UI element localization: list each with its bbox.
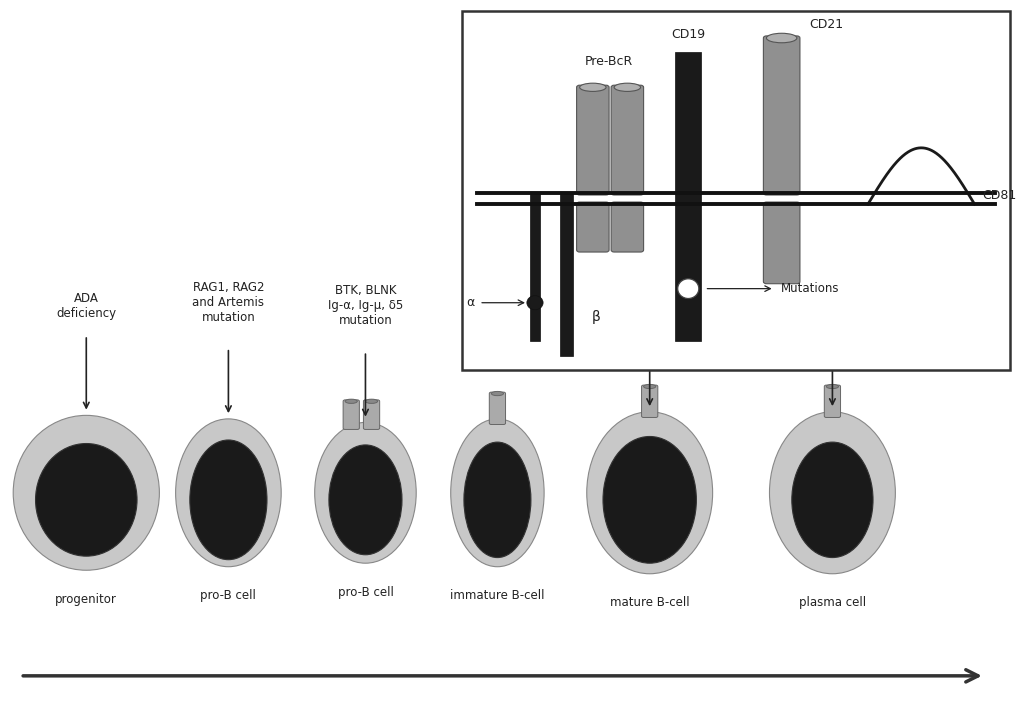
FancyBboxPatch shape — [577, 202, 609, 252]
Ellipse shape — [345, 399, 357, 403]
Text: ADA
deficiency: ADA deficiency — [56, 292, 117, 320]
Text: immature B-cell: immature B-cell — [451, 589, 545, 602]
FancyBboxPatch shape — [824, 385, 841, 417]
FancyBboxPatch shape — [642, 385, 657, 417]
Text: pro-B cell: pro-B cell — [201, 589, 256, 602]
Ellipse shape — [314, 422, 416, 563]
Ellipse shape — [792, 442, 873, 558]
FancyBboxPatch shape — [577, 85, 609, 195]
Bar — [560, 193, 573, 356]
Text: Mutations: Mutations — [780, 282, 839, 295]
Ellipse shape — [587, 412, 713, 574]
Ellipse shape — [329, 445, 402, 555]
Text: CD19: CD19 — [671, 28, 706, 41]
Ellipse shape — [13, 415, 160, 570]
Ellipse shape — [580, 83, 606, 92]
Text: CD19
mutation: CD19 mutation — [623, 289, 677, 317]
Bar — [529, 193, 540, 341]
FancyBboxPatch shape — [611, 202, 644, 252]
Ellipse shape — [644, 384, 655, 389]
Text: mature B-cell: mature B-cell — [610, 596, 689, 609]
Text: CD81: CD81 — [983, 189, 1017, 202]
FancyBboxPatch shape — [763, 202, 800, 284]
FancyBboxPatch shape — [343, 400, 359, 429]
Text: α: α — [466, 296, 474, 309]
Bar — [675, 52, 701, 341]
FancyBboxPatch shape — [763, 36, 800, 195]
Ellipse shape — [189, 440, 267, 560]
Ellipse shape — [678, 279, 698, 298]
Text: progenitor: progenitor — [55, 593, 117, 605]
Text: RAG1, RAG2
and Artemis
mutation: RAG1, RAG2 and Artemis mutation — [193, 281, 264, 324]
Ellipse shape — [366, 399, 378, 403]
FancyBboxPatch shape — [489, 392, 506, 425]
Ellipse shape — [451, 419, 544, 567]
Ellipse shape — [527, 296, 543, 310]
Ellipse shape — [603, 436, 696, 563]
Ellipse shape — [464, 442, 530, 558]
Text: Pre-BcR: Pre-BcR — [585, 55, 633, 68]
Text: BcR: BcR — [821, 304, 844, 317]
Bar — [462, 11, 1010, 370]
Text: pro-B cell: pro-B cell — [338, 586, 393, 598]
Ellipse shape — [36, 444, 137, 556]
Ellipse shape — [176, 419, 282, 567]
Text: plasma cell: plasma cell — [799, 596, 866, 609]
Ellipse shape — [492, 391, 504, 396]
FancyBboxPatch shape — [611, 85, 644, 195]
Ellipse shape — [769, 412, 895, 574]
Ellipse shape — [614, 83, 641, 92]
Ellipse shape — [826, 384, 839, 389]
Text: β: β — [591, 310, 600, 324]
FancyBboxPatch shape — [364, 400, 380, 429]
Text: CD21: CD21 — [809, 18, 843, 31]
Ellipse shape — [766, 33, 797, 43]
Text: BTK, BLNK
Ig-α, Ig-μ, δ5
mutation: BTK, BLNK Ig-α, Ig-μ, δ5 mutation — [328, 284, 403, 327]
